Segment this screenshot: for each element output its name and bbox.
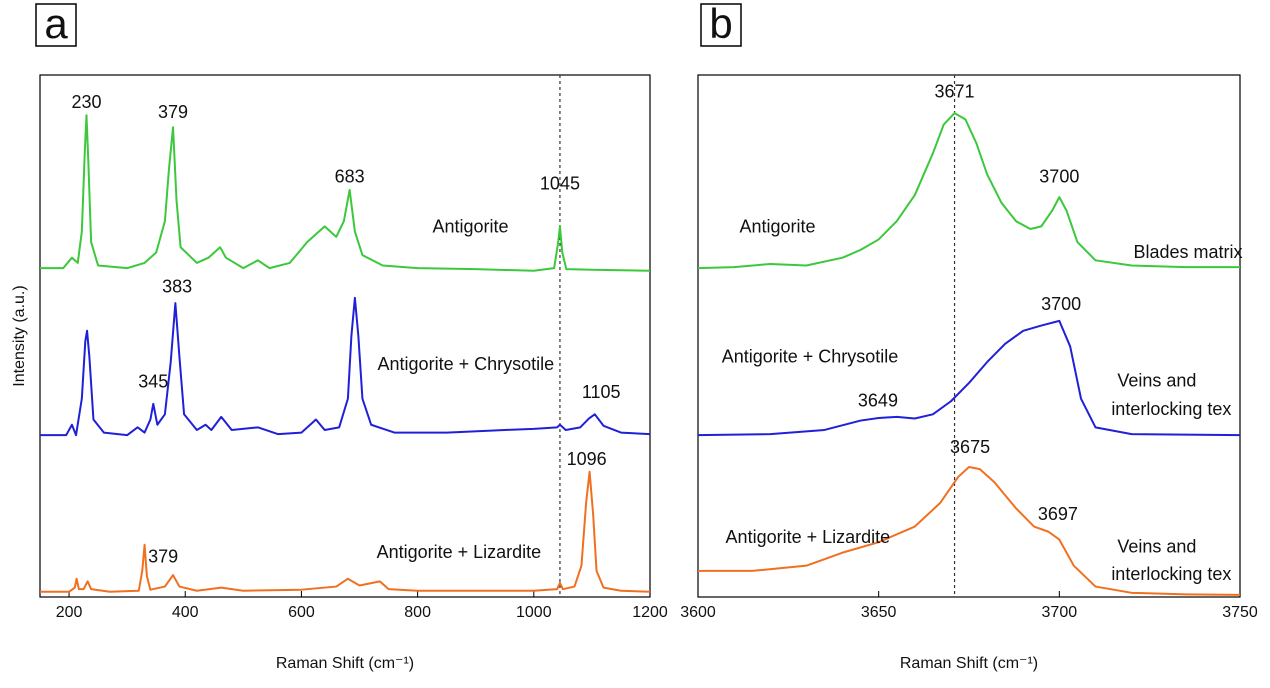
spectrum-line <box>697 112 1240 270</box>
annotation: 3700 <box>1039 167 1079 187</box>
annotation: 345 <box>138 372 168 392</box>
spectrum-line <box>40 114 651 272</box>
spectrum-line <box>697 319 1241 437</box>
annotation: interlocking tex <box>1111 564 1231 584</box>
annotation: 379 <box>148 547 178 567</box>
panel-label: a <box>44 0 68 47</box>
x-tick-label: 3700 <box>1042 604 1078 621</box>
x-axis-label: Raman Shift (cm⁻¹) <box>900 655 1038 672</box>
annotation: Antigorite + Lizardite <box>377 542 542 562</box>
x-tick-label: 200 <box>56 604 83 621</box>
x-axis-label: Raman Shift (cm⁻¹) <box>276 655 414 672</box>
annotation: 3649 <box>858 391 898 411</box>
x-tick-label: 1000 <box>516 604 552 621</box>
annotation: Antigorite + Lizardite <box>726 527 891 547</box>
panel-label-box <box>35 3 77 47</box>
spectrum-line <box>698 466 1241 596</box>
annotation: Blades matrix <box>1133 242 1242 262</box>
annotation: Antigorite + Chrysotile <box>378 354 555 374</box>
annotation: 3697 <box>1038 504 1078 524</box>
annotation: Veins and <box>1117 371 1196 391</box>
annotation: 1105 <box>582 382 621 402</box>
annotation: 3675 <box>950 437 990 457</box>
x-tick-label: 400 <box>172 604 199 621</box>
annotation: 1045 <box>540 173 580 193</box>
x-tick-label: 3750 <box>1222 604 1258 621</box>
panel-label: b <box>709 0 732 47</box>
annotation: 230 <box>71 92 101 112</box>
annotation: 3700 <box>1041 294 1081 314</box>
x-tick-label: 800 <box>404 604 431 621</box>
plot-frame <box>39 74 651 598</box>
x-tick-label: 3650 <box>861 604 897 621</box>
annotation: 383 <box>162 277 192 297</box>
spectrum-line <box>40 470 651 593</box>
annotation: Veins and <box>1117 537 1196 557</box>
annotation: Antigorite <box>739 217 815 237</box>
annotation: interlocking tex <box>1111 399 1231 419</box>
x-tick-label: 1200 <box>632 604 668 621</box>
annotation: 683 <box>335 167 365 187</box>
x-tick-label: 600 <box>288 604 315 621</box>
annotation: Antigorite + Chrysotile <box>722 347 899 367</box>
annotation: 379 <box>158 102 188 122</box>
annotation: 1096 <box>567 449 607 469</box>
y-axis-label: Intensity (a.u.) <box>11 285 28 386</box>
plot-frame <box>697 74 1241 598</box>
x-tick-label: 3600 <box>680 604 716 621</box>
spectrum-line <box>40 296 651 437</box>
annotation: Antigorite <box>432 217 508 237</box>
annotation: 3671 <box>935 81 975 101</box>
panel-label-box <box>700 3 742 47</box>
